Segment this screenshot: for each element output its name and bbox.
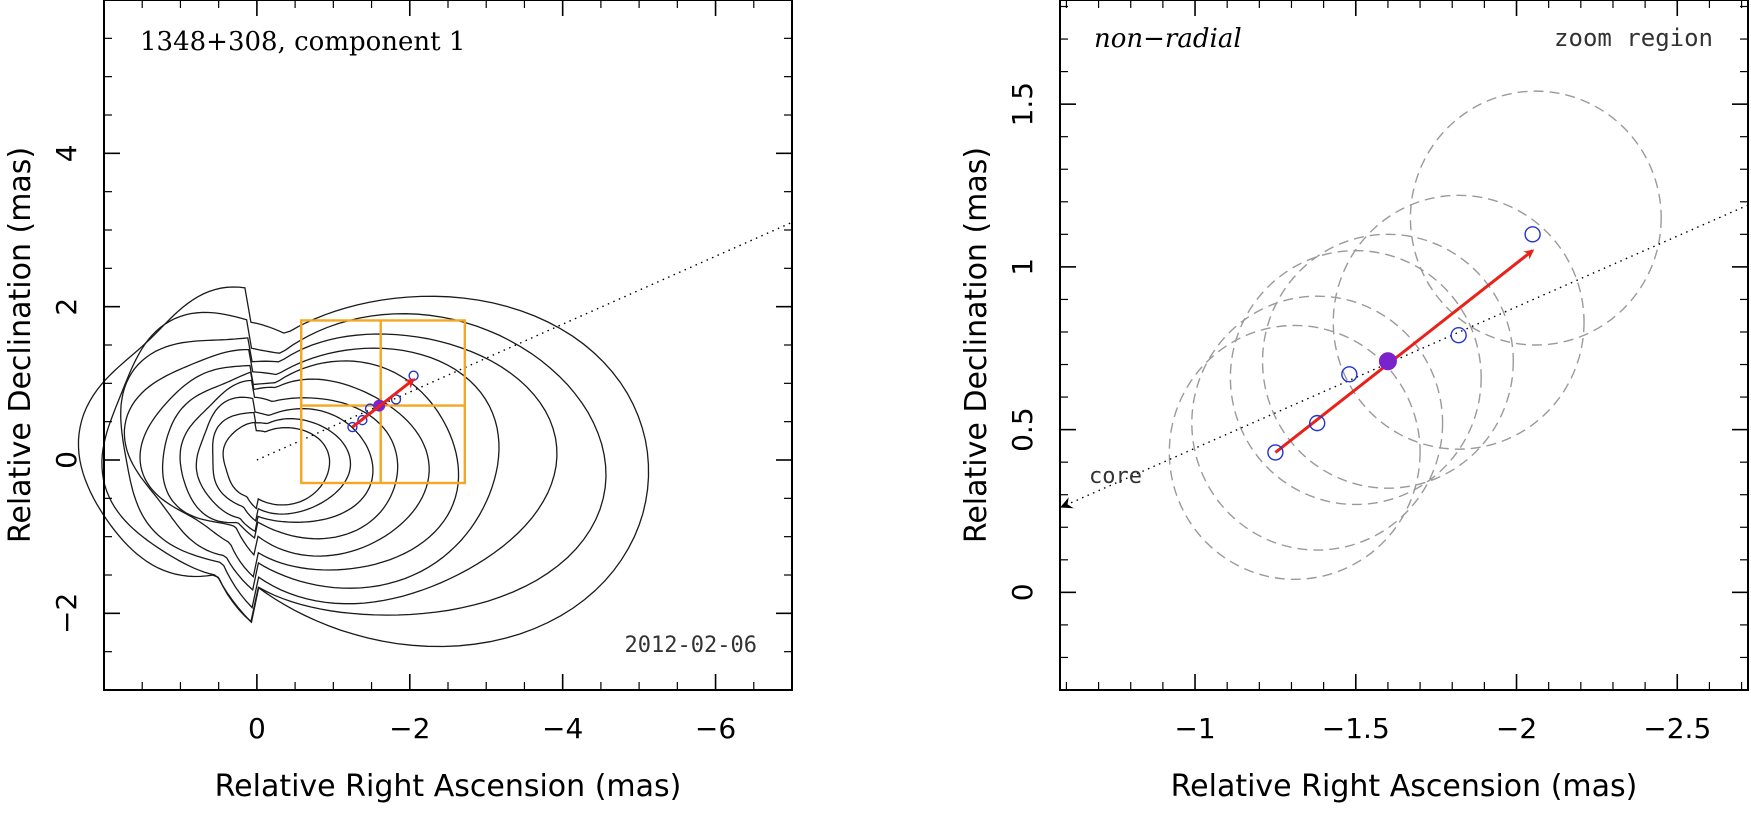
velocity-vector — [1274, 249, 1535, 454]
zoom-box — [300, 319, 467, 485]
position-marker — [1524, 226, 1541, 243]
zoom-region-label: zoom region — [1554, 24, 1713, 52]
right-panel: −1 −1.5 −2 −2.5 0 0.5 1 1.5 non−radial zoom reg… — [959, 0, 1749, 804]
position-marker — [1341, 366, 1358, 383]
y-tick-label: 2 — [50, 298, 83, 316]
left-axis-ticks: 0 −2 −4 −6 −2 0 2 4 — [50, 0, 792, 745]
left-plot-frame — [103, 0, 793, 691]
contour-line — [101, 311, 607, 624]
left-panel: 0 −2 −4 −6 −2 0 2 4 1348+308, component 1 2012-… — [3, 0, 793, 804]
x-tick-label: −4 — [542, 712, 583, 745]
right-plot-content — [1060, 90, 1749, 581]
position-marker — [357, 414, 368, 426]
position-marker — [1267, 444, 1284, 461]
left-plot-content — [77, 221, 793, 648]
jet-axis-line — [1060, 204, 1749, 509]
uncertainty-circle — [1168, 324, 1421, 581]
position-marker — [1308, 414, 1326, 432]
y-tick-label: 0 — [50, 451, 83, 469]
uncertainty-circle — [1332, 194, 1585, 450]
y-tick-label: 0 — [1006, 583, 1039, 601]
x-tick-label: −1 — [1174, 712, 1215, 745]
x-tick-label: −2 — [389, 712, 430, 745]
x-tick-label: −2.5 — [1643, 712, 1711, 745]
y-tick-label: 1 — [1006, 258, 1039, 276]
x-tick-label: −6 — [695, 712, 736, 745]
y-tick-label: 1.5 — [1006, 82, 1039, 127]
uncertainty-circle — [1409, 90, 1662, 346]
motion-type-label: non−radial — [1094, 24, 1242, 54]
contour-line — [179, 379, 399, 540]
contour-line — [161, 371, 430, 557]
contour-line — [120, 333, 558, 609]
uncertainty-circle — [1261, 233, 1515, 489]
contour-line — [139, 360, 460, 578]
x-tick-label: −2 — [1496, 712, 1537, 745]
position-marker — [347, 421, 358, 433]
y-tick-label: 0.5 — [1006, 407, 1039, 452]
x-tick-label: 0 — [248, 712, 266, 745]
right-x-axis-label: Relative Right Ascension (mas) — [1171, 769, 1638, 804]
position-marker — [408, 370, 419, 381]
epoch-label: 2012-02-06 — [625, 633, 757, 658]
contour-line — [222, 421, 331, 510]
right-y-axis-label: Relative Declination (mas) — [959, 147, 994, 543]
velocity-vector — [351, 378, 416, 429]
jet-axis-line — [256, 221, 793, 461]
left-x-axis-label: Relative Right Ascension (mas) — [215, 769, 682, 804]
right-axis-ticks: −1 −1.5 −2 −2.5 0 0.5 1 1.5 — [1006, 0, 1748, 745]
current-epoch-marker — [1378, 352, 1397, 371]
core-label: core — [1089, 464, 1142, 489]
left-y-axis-label: Relative Declination (mas) — [3, 147, 38, 543]
left-panel-title: 1348+308, component 1 — [140, 27, 465, 57]
contour-line — [77, 286, 650, 648]
right-plot-frame — [1059, 0, 1749, 691]
position-marker — [1450, 327, 1467, 344]
y-tick-label: 4 — [50, 144, 83, 162]
contour-line — [195, 396, 374, 533]
contour-line — [212, 411, 352, 523]
contour-line — [123, 347, 500, 592]
uncertainty-circle — [1191, 295, 1444, 551]
x-tick-label: −1.5 — [1322, 712, 1390, 745]
y-tick-label: −2 — [50, 593, 83, 634]
